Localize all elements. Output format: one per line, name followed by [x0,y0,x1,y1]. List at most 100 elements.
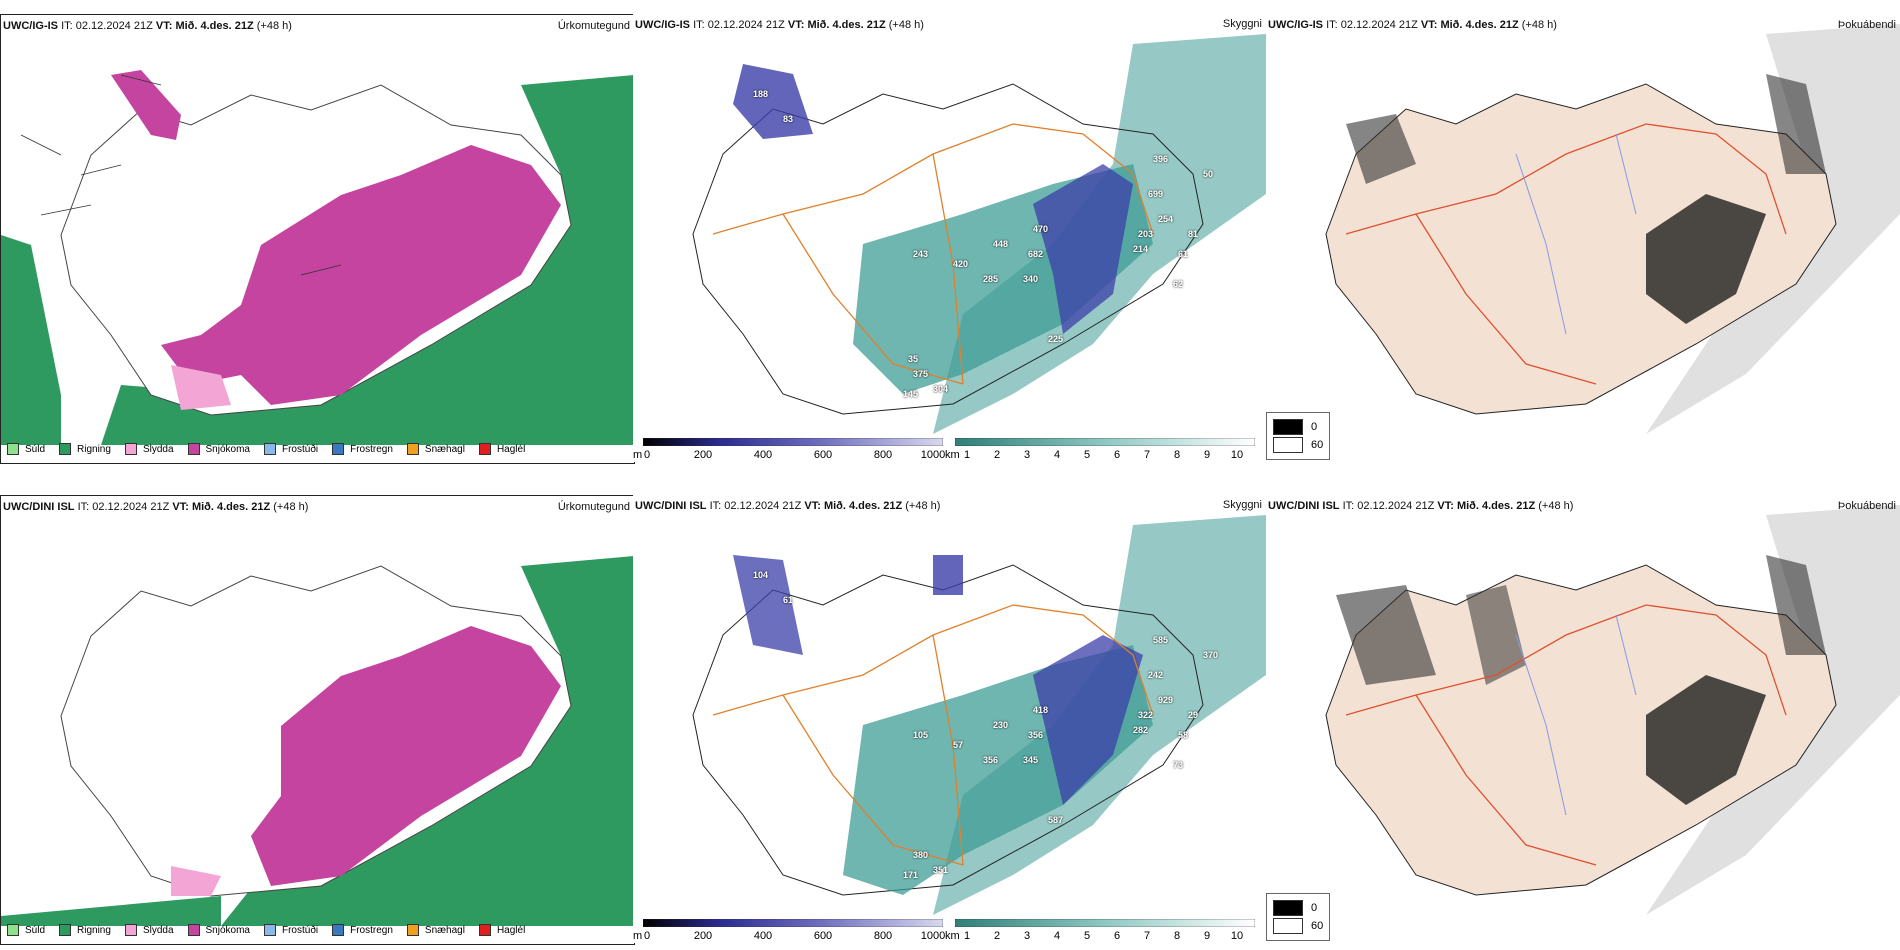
visibility-colorbar: km 1 2 3 4 5 6 7 8 9 10 [945,918,1265,943]
legend-swatch [332,924,345,936]
visibility-value-label: 420 [953,259,969,269]
legend-item: Snæhagl [406,443,465,455]
visibility-panel-row2: UWC/DINI ISL IT: 02.12.2024 21Z VT: Mið.… [633,495,1266,943]
legend-item: Frostúði [263,924,318,936]
visibility-value-label: 62 [1173,279,1184,289]
fog-dark-east [1646,675,1766,805]
fog-panel-row1: UWC/IG-IS IT: 02.12.2024 21Z VT: Mið. 4.… [1266,14,1900,462]
visibility-value-label: 145 [903,389,919,399]
visibility-value-label: 380 [913,850,929,860]
road-network [712,123,1154,385]
visibility-value-label: 243 [913,249,929,259]
visibility-colorbar-gradient [954,437,1256,447]
fog-roads [1345,123,1787,385]
legend-swatch [263,924,276,936]
panel-type-label: Úrkomutegund [557,501,630,513]
visibility-value-label: 83 [783,114,794,124]
visibility-value-label: 587 [1048,815,1064,825]
visibility-value-label: 356 [1028,730,1044,740]
fog-rivers [1515,614,1637,816]
fog-legend: 0 60 [1266,893,1331,941]
visibility-value-label: 81 [1188,229,1199,239]
panel-type-label: Skyggni [1222,18,1262,30]
precip-panel-row1: UWC/IG-IS IT: 02.12.2024 21Z VT: Mið. 4.… [0,14,635,464]
legend-swatch [406,924,419,936]
fog-dark-northeast [1766,74,1826,174]
legend-swatch [478,443,491,455]
panel-title: UWC/IG-IS IT: 02.12.2024 21Z VT: Mið. 4.… [3,20,292,32]
visibility-value-label: 214 [1133,244,1149,254]
iceland-outline [692,83,1204,415]
legend-item: Súld [7,443,45,455]
sleet-area [171,866,221,896]
legend-swatch [263,443,276,455]
legend-item: Snæhagl [406,924,465,936]
legend-item: Frostregn [332,443,393,455]
fog-map [1325,24,1900,434]
visibility-value-label: 35 [908,354,919,364]
fog-dark-west [1336,585,1436,685]
legend-swatch [1273,419,1303,435]
panel-title: UWC/DINI ISL IT: 02.12.2024 21Z VT: Mið.… [635,500,941,512]
visibility-value-label: 230 [993,720,1009,730]
visibility-value-label: 57 [953,740,964,750]
colorbar-ticks: m 0 200 400 600 800 1000 [633,930,946,942]
precip-legend: Súld Rigning Slydda Snjókoma Frostúði Fr… [7,443,539,455]
visibility-value-label: 418 [1033,705,1049,715]
visibility-value-label: 370 [1203,650,1219,660]
fog-legend-item: 0 [1273,419,1323,435]
road-network [712,604,1154,866]
colorbar-ticks: km 1 2 3 4 5 6 7 8 9 10 [945,930,1244,942]
visibility-value-label: 470 [1033,224,1049,234]
visibility-value-label: 356 [983,755,999,765]
fog-map [1325,505,1900,915]
legend-swatch [59,443,72,455]
height-colorbar: m 0 200 400 600 800 1000 [633,918,946,943]
panel-type-label: Skyggni [1222,499,1262,511]
visibility-value-label: 171 [903,870,919,880]
visibility-value-label: 58 [1178,730,1189,740]
precip-map [1,496,634,944]
legend-item: Slydda [124,924,174,936]
visibility-value-label: 682 [1028,249,1044,259]
legend-swatch [478,924,491,936]
legend-item: Súld [7,924,45,936]
legend-item: Rigning [59,443,111,455]
fog-dark-east [1646,194,1766,324]
visibility-value-label: 225 [1048,334,1064,344]
visibility-value-label: 285 [983,274,999,284]
rain-area-west [1,235,61,445]
sleet-area [171,365,231,410]
panel-title: UWC/IG-IS IT: 02.12.2024 21Z VT: Mið. 4.… [635,19,924,31]
visibility-value-label: 585 [1153,635,1169,645]
vis-blue-east [1033,635,1143,805]
fog-roads [1345,604,1787,866]
snow-area [161,145,561,405]
rain-area-south [1,896,221,926]
visibility-map [692,515,1266,915]
legend-swatch [7,924,19,936]
fog-rivers [1515,133,1637,335]
panel-title: UWC/DINI ISL IT: 02.12.2024 21Z VT: Mið.… [3,501,309,513]
visibility-panel-row1: UWC/IG-IS IT: 02.12.2024 21Z VT: Mið. 4.… [633,14,1266,462]
visibility-colorbar-gradient [954,918,1256,928]
legend-swatch [332,443,345,455]
visibility-value-label: 188 [753,89,769,99]
visibility-value-label: 340 [1023,274,1039,284]
visibility-value-label: 282 [1133,725,1149,735]
visibility-value-label: 351 [933,865,949,875]
legend-item: Snjókoma [187,924,250,936]
visibility-colorbar: km 1 2 3 4 5 6 7 8 9 10 [945,437,1265,462]
panel-type-label: Úrkomutegund [557,20,630,32]
panel-title: UWC/IG-IS IT: 02.12.2024 21Z VT: Mið. 4.… [1268,19,1557,31]
height-colorbar-gradient [642,437,944,447]
snow-area [251,626,561,886]
legend-swatch [187,443,200,455]
legend-item: Slydda [124,443,174,455]
visibility-value-label: 345 [1023,755,1039,765]
legend-item: Frostúði [263,443,318,455]
legend-item: Haglél [478,443,525,455]
legend-swatch [187,924,200,936]
rain-area-sea [221,556,634,926]
visibility-map [692,34,1266,434]
